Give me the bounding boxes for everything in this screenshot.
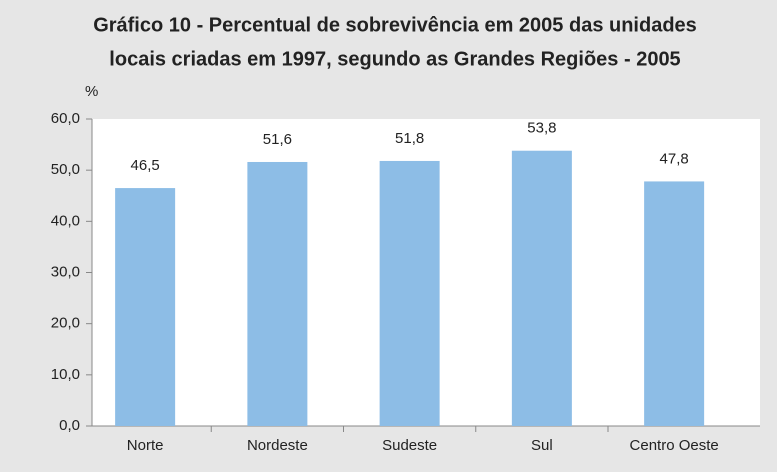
bar [644,181,705,426]
y-tick-label: 20,0 [51,315,80,332]
bar [247,161,308,427]
bar [379,160,440,426]
y-tick-label: 0,0 [59,417,80,434]
y-tick-label: 10,0 [51,366,80,383]
chart-title: locais criadas em 1997, segundo as Grand… [109,48,680,70]
x-tick-label: Nordeste [247,437,308,454]
x-tick-label: Sudeste [382,437,437,454]
value-label: 46,5 [131,157,160,174]
y-axis-label: % [85,83,98,100]
y-tick-label: 30,0 [51,263,80,280]
bar [115,188,176,426]
x-tick-label: Norte [127,437,164,454]
x-tick-label: Centro Oeste [630,437,719,454]
x-tick-label: Sul [531,437,553,454]
y-tick-label: 40,0 [51,212,80,229]
value-label: 47,8 [660,150,689,167]
value-label: 51,8 [395,130,424,147]
chart-title: Gráfico 10 - Percentual de sobrevivência… [93,14,697,36]
bar [511,150,572,426]
value-label: 51,6 [263,131,292,148]
y-tick-label: 60,0 [51,110,80,127]
value-label: 53,8 [527,120,556,137]
y-tick-label: 50,0 [51,161,80,178]
